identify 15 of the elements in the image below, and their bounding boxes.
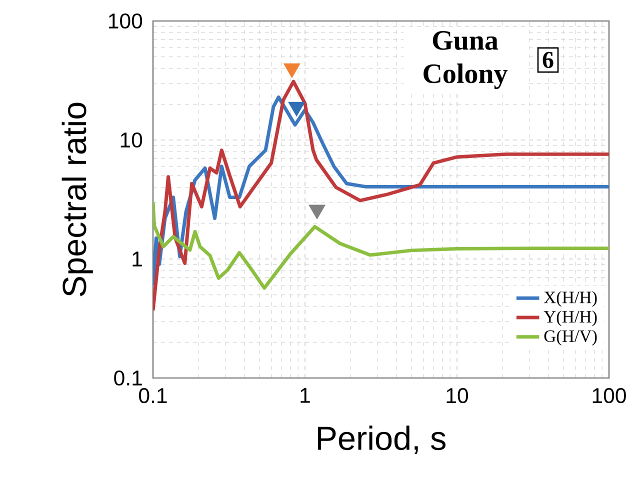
x-tick-label: 1 <box>300 388 310 403</box>
legend-label: X(H/H) <box>544 291 597 307</box>
legend-label: G(H/V) <box>544 330 597 346</box>
legend-label: Y(H/H) <box>544 310 597 326</box>
annotation: Guna Colony <box>424 31 508 89</box>
y-tick-label: 1 <box>132 252 142 266</box>
x-axis-title: Period, s <box>318 426 446 454</box>
y-tick-label: 0.1 <box>114 370 142 386</box>
x-tick-label: 0.1 <box>139 388 167 404</box>
annotation: 6 <box>542 52 554 68</box>
x-tick-label: 100 <box>592 388 626 404</box>
y-axis-title: Spectral ratio <box>62 102 93 296</box>
x-tick-label: 10 <box>446 388 468 404</box>
y-tick-label: 10 <box>120 132 142 148</box>
y-tick-label: 100 <box>108 13 142 29</box>
